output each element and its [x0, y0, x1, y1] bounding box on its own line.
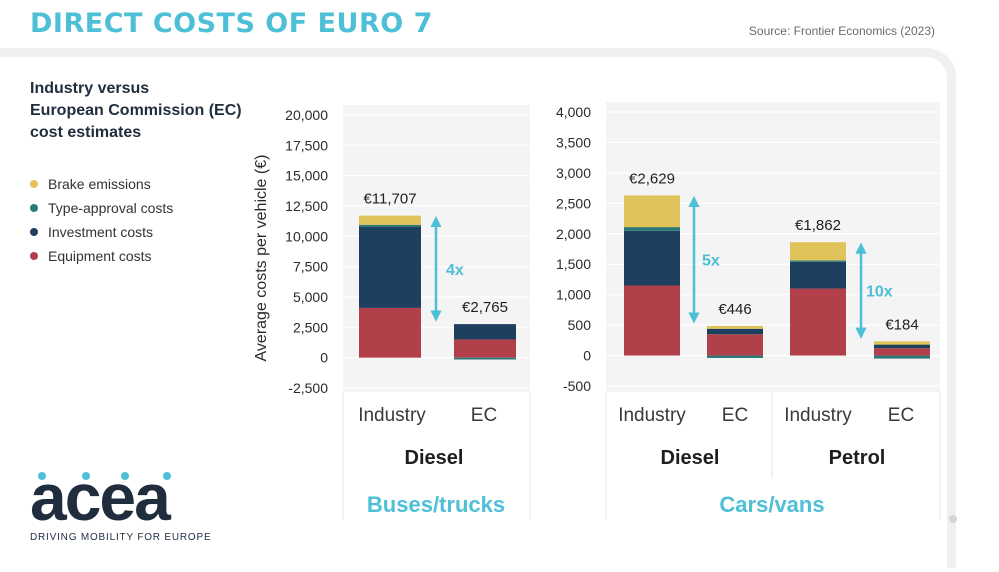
bar-segment-brake: [707, 325, 763, 329]
bar-segment-investment: [790, 261, 846, 289]
legend-label: Investment costs: [48, 224, 154, 240]
group-label: Cars/vans: [719, 492, 824, 517]
ratio-label: 10x: [866, 284, 893, 301]
ratio-label: 5x: [702, 253, 720, 270]
subtitle-line: Industry versus: [30, 80, 150, 97]
source-note: Source: Frontier Economics (2023): [748, 24, 935, 38]
legend-item-equipment: Equipment costs: [30, 244, 173, 268]
bar-segment-investment: [359, 226, 421, 308]
y-tick-label: -2,500: [288, 380, 328, 396]
y-tick-label: 0: [583, 348, 591, 364]
legend-label: Type-approval costs: [48, 200, 174, 216]
bar-category-label: EC: [722, 405, 748, 426]
y-tick-label: 5,000: [293, 289, 328, 305]
total-value-label: €184: [885, 316, 918, 333]
y-tick-label: 20,000: [285, 107, 328, 123]
bar-category-label: EC: [471, 405, 497, 426]
svg-text:acea: acea: [30, 468, 172, 528]
y-tick-label: 2,500: [556, 195, 591, 211]
bar-segment-equipment: [359, 307, 421, 358]
bar-segment-brake: [624, 195, 680, 228]
bar-category-label: Industry: [358, 405, 426, 426]
bar-segment-brake: [359, 215, 421, 225]
bar-category-label: EC: [888, 405, 914, 426]
y-tick-label: 3,000: [556, 165, 591, 181]
bar-segment-investment: [624, 230, 680, 286]
y-tick-label: 3,500: [556, 134, 591, 150]
bar-segment-type-approval: [624, 227, 680, 231]
legend-item-investment: Investment costs: [30, 220, 173, 244]
y-tick-label: 500: [568, 317, 592, 333]
bar-segment-type-approval: [790, 260, 846, 262]
y-tick-label: 12,500: [285, 198, 328, 214]
bar-segment-equipment: [454, 339, 516, 358]
total-value-label: €2,765: [462, 299, 508, 316]
bar-segment-brake: [790, 242, 846, 261]
bar-category-label: Industry: [618, 405, 686, 426]
fuel-label: Diesel: [405, 447, 464, 469]
legend-swatch: [30, 228, 38, 236]
subtitle-line: cost estimates: [30, 124, 142, 141]
y-tick-label: 2,000: [556, 226, 591, 242]
bar-segment-type-approval: [359, 224, 421, 227]
y-tick-label: 17,500: [285, 137, 328, 153]
y-tick-label: -500: [563, 378, 591, 394]
bar-segment-investment: [707, 328, 763, 335]
content-frame: [0, 48, 956, 568]
bar-segment-type-approval: [874, 355, 930, 359]
frame-corner-dot: [949, 515, 957, 523]
bar-segment-equipment: [874, 348, 930, 356]
legend-swatch: [30, 252, 38, 260]
legend: Brake emissions Type-approval costs Inve…: [30, 172, 173, 268]
bar-segment-investment: [454, 324, 516, 340]
acea-logo: acea: [30, 468, 174, 528]
y-tick-label: 2,500: [293, 319, 328, 335]
ratio-label: 4x: [446, 262, 464, 279]
y-tick-label: 0: [320, 350, 328, 366]
fuel-label: Diesel: [661, 447, 720, 469]
legend-label: Brake emissions: [48, 176, 151, 192]
category-panel: [343, 392, 530, 519]
total-value-label: €11,707: [363, 191, 416, 208]
legend-swatch: [30, 204, 38, 212]
bar-segment-equipment: [624, 285, 680, 356]
total-value-label: €446: [718, 301, 751, 318]
legend-swatch: [30, 180, 38, 188]
total-value-label: €1,862: [795, 217, 841, 234]
total-value-label: €2,629: [629, 170, 675, 187]
page-title: DIRECT COSTS OF EURO 7: [30, 8, 433, 39]
fuel-label: Petrol: [829, 447, 886, 469]
y-tick-label: 1,500: [556, 256, 591, 272]
y-tick-label: 15,000: [285, 168, 328, 184]
bar-category-label: Industry: [784, 405, 852, 426]
y-tick-label: 7,500: [293, 259, 328, 275]
y-tick-label: 4,000: [556, 104, 591, 120]
legend-label: Equipment costs: [48, 248, 152, 264]
chart-subtitle: Industry versus European Commission (EC)…: [30, 78, 242, 144]
bar-segment-brake: [874, 341, 930, 345]
legend-item-type-approval: Type-approval costs: [30, 196, 173, 220]
bar-segment-equipment: [790, 288, 846, 356]
bar-segment-investment: [874, 344, 930, 349]
y-tick-label: 1,000: [556, 287, 591, 303]
bar-segment-equipment: [707, 334, 763, 356]
y-axis-label: Average costs per vehicle (€): [253, 155, 270, 362]
category-panel: [606, 392, 940, 519]
y-tick-label: 10,000: [285, 228, 328, 244]
subtitle-line: European Commission (EC): [30, 102, 242, 119]
bar-segment-type-approval: [707, 355, 763, 358]
legend-item-brake: Brake emissions: [30, 172, 173, 196]
bar-segment-type-approval: [454, 357, 516, 360]
brand-tagline: DRIVING MOBILITY FOR EUROPE: [30, 532, 212, 543]
group-label: Buses/trucks: [367, 492, 505, 517]
